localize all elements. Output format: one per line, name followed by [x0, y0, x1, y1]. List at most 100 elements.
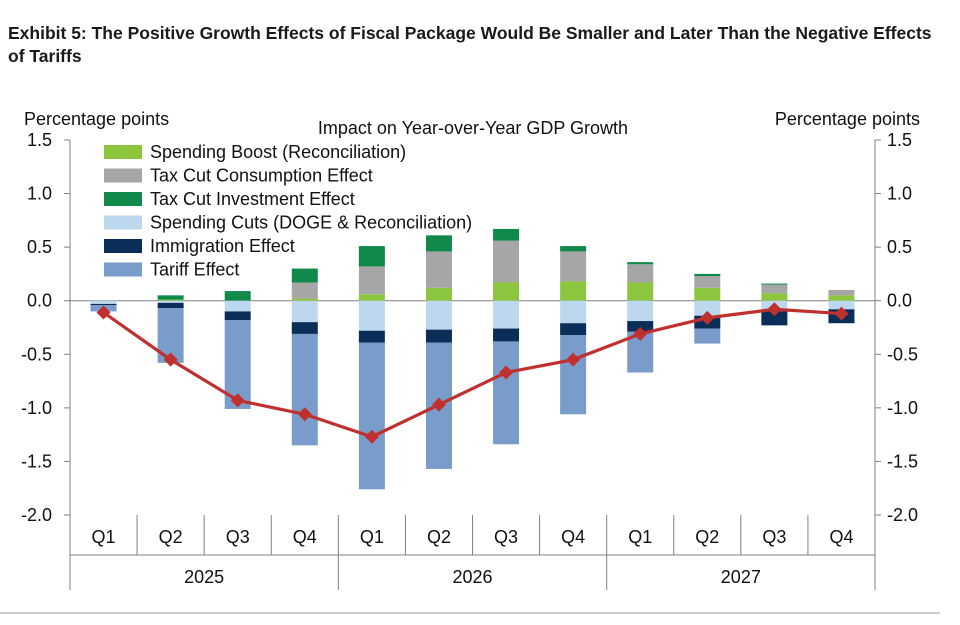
bar-segment	[493, 341, 520, 445]
bar-segment	[493, 228, 520, 241]
total-marker	[499, 365, 514, 380]
bar-segment	[694, 276, 721, 288]
quarter-label: Q1	[92, 527, 116, 547]
total-marker	[566, 352, 581, 367]
bar-segment	[157, 299, 184, 301]
left-y-tick-label: -1.5	[21, 451, 52, 471]
right-y-tick-label: 1.0	[887, 184, 912, 204]
bar-segment	[425, 235, 452, 252]
total-marker	[96, 305, 111, 320]
bar-segment	[560, 335, 587, 415]
legend-swatch	[104, 215, 142, 230]
bar-segment	[627, 321, 654, 332]
axes-layer: 1.5 1.5 1.0 1.0 0.5 0.5 0.0 0.0 -0.5 -0.5 -1.0 -1.0…	[21, 130, 918, 525]
bar-segment	[291, 282, 318, 299]
left-y-tick-label: 1.0	[27, 184, 52, 204]
bars-layer	[90, 228, 855, 490]
total-line	[102, 307, 842, 439]
total-marker	[700, 310, 715, 325]
bar-segment	[560, 300, 587, 324]
bar-segment	[627, 264, 654, 283]
legend-label: Immigration Effect	[150, 236, 295, 256]
bar-segment	[358, 330, 385, 343]
bar-segment	[493, 328, 520, 342]
bar-segment	[425, 300, 452, 330]
total-marker	[633, 326, 648, 341]
bar-segment	[627, 300, 654, 322]
right-y-tick-label: -1.5	[887, 451, 918, 471]
total-marker	[297, 407, 312, 422]
bar-segment	[157, 300, 184, 303]
quarter-label: Q4	[561, 527, 585, 547]
quarter-label: Q2	[159, 527, 183, 547]
bar-segment	[560, 323, 587, 335]
quarter-label: Q1	[628, 527, 652, 547]
legend-label: Spending Cuts (DOGE & Reconciliation)	[150, 213, 472, 233]
total-marker	[364, 429, 379, 444]
year-label: 2026	[452, 567, 492, 587]
bar-segment	[224, 291, 251, 301]
legend-label: Spending Boost (Reconciliation)	[150, 142, 406, 162]
bar-segment	[627, 262, 654, 265]
bar-segment	[560, 246, 587, 252]
left-y-tick-label: 1.5	[27, 130, 52, 150]
bar-segment	[761, 293, 788, 301]
bar-segment	[828, 300, 855, 310]
bar-segment	[627, 282, 654, 301]
bar-segment	[224, 311, 251, 320]
left-axis-title: Percentage points	[24, 109, 169, 129]
quarter-label: Q3	[762, 527, 786, 547]
left-y-tick-label: -2.0	[21, 505, 52, 525]
bar-segment	[493, 282, 520, 301]
total-marker	[230, 393, 245, 408]
quarter-label: Q2	[695, 527, 719, 547]
legend-swatch	[104, 168, 142, 183]
bar-segment	[90, 300, 117, 304]
total-marker	[163, 352, 178, 367]
legend-label: Tariff Effect	[150, 260, 239, 280]
bar-segment	[358, 246, 385, 267]
right-y-tick-label: 0.5	[887, 237, 912, 257]
right-y-tick-label: -2.0	[887, 505, 918, 525]
legend: Spending Boost (Reconciliation) Tax Cut C…	[104, 142, 472, 280]
bar-segment	[358, 300, 385, 331]
year-label: 2025	[184, 567, 224, 587]
bar-segment	[358, 342, 385, 490]
right-y-tick-label: 0.0	[887, 291, 912, 311]
bar-segment	[425, 251, 452, 288]
bar-segment	[425, 287, 452, 301]
bar-segment	[493, 300, 520, 329]
year-label: 2027	[721, 567, 761, 587]
right-y-tick-label: 1.5	[887, 130, 912, 150]
legend-label: Tax Cut Consumption Effect	[150, 166, 373, 186]
bar-segment	[157, 295, 184, 300]
legend-swatch	[104, 239, 142, 253]
bar-segment	[224, 300, 251, 312]
bar-segment	[493, 240, 520, 283]
bar-segment	[694, 273, 721, 277]
right-axis-title: Percentage points	[775, 109, 920, 129]
bar-segment	[358, 294, 385, 301]
left-y-tick-label: -0.5	[21, 344, 52, 364]
x-axis: Q1 Q2 Q3 Q4 Q1 Q2 Q3 Q4 Q1 Q2 Q3 Q4 2025 2026 2027	[69, 515, 876, 590]
left-y-tick-label: -1.0	[21, 398, 52, 418]
exhibit-title: Exhibit 5: The Positive Growth Effects o…	[8, 23, 932, 66]
bar-segment	[694, 300, 721, 316]
bar-segment	[291, 300, 318, 323]
bar-segment	[90, 303, 117, 305]
left-y-tick-label: 0.5	[27, 237, 52, 257]
quarter-label: Q4	[293, 527, 317, 547]
bar-segment	[761, 311, 788, 326]
bar-segment	[425, 329, 452, 343]
bar-segment	[828, 290, 855, 296]
legend-swatch	[104, 192, 142, 206]
total-marker	[834, 306, 849, 321]
quarter-label: Q2	[427, 527, 451, 547]
total-marker	[431, 397, 446, 412]
bar-segment	[291, 298, 318, 301]
total-marker	[767, 302, 782, 317]
bar-segment	[560, 281, 587, 301]
bar-segment	[358, 266, 385, 295]
quarter-label: Q1	[360, 527, 384, 547]
